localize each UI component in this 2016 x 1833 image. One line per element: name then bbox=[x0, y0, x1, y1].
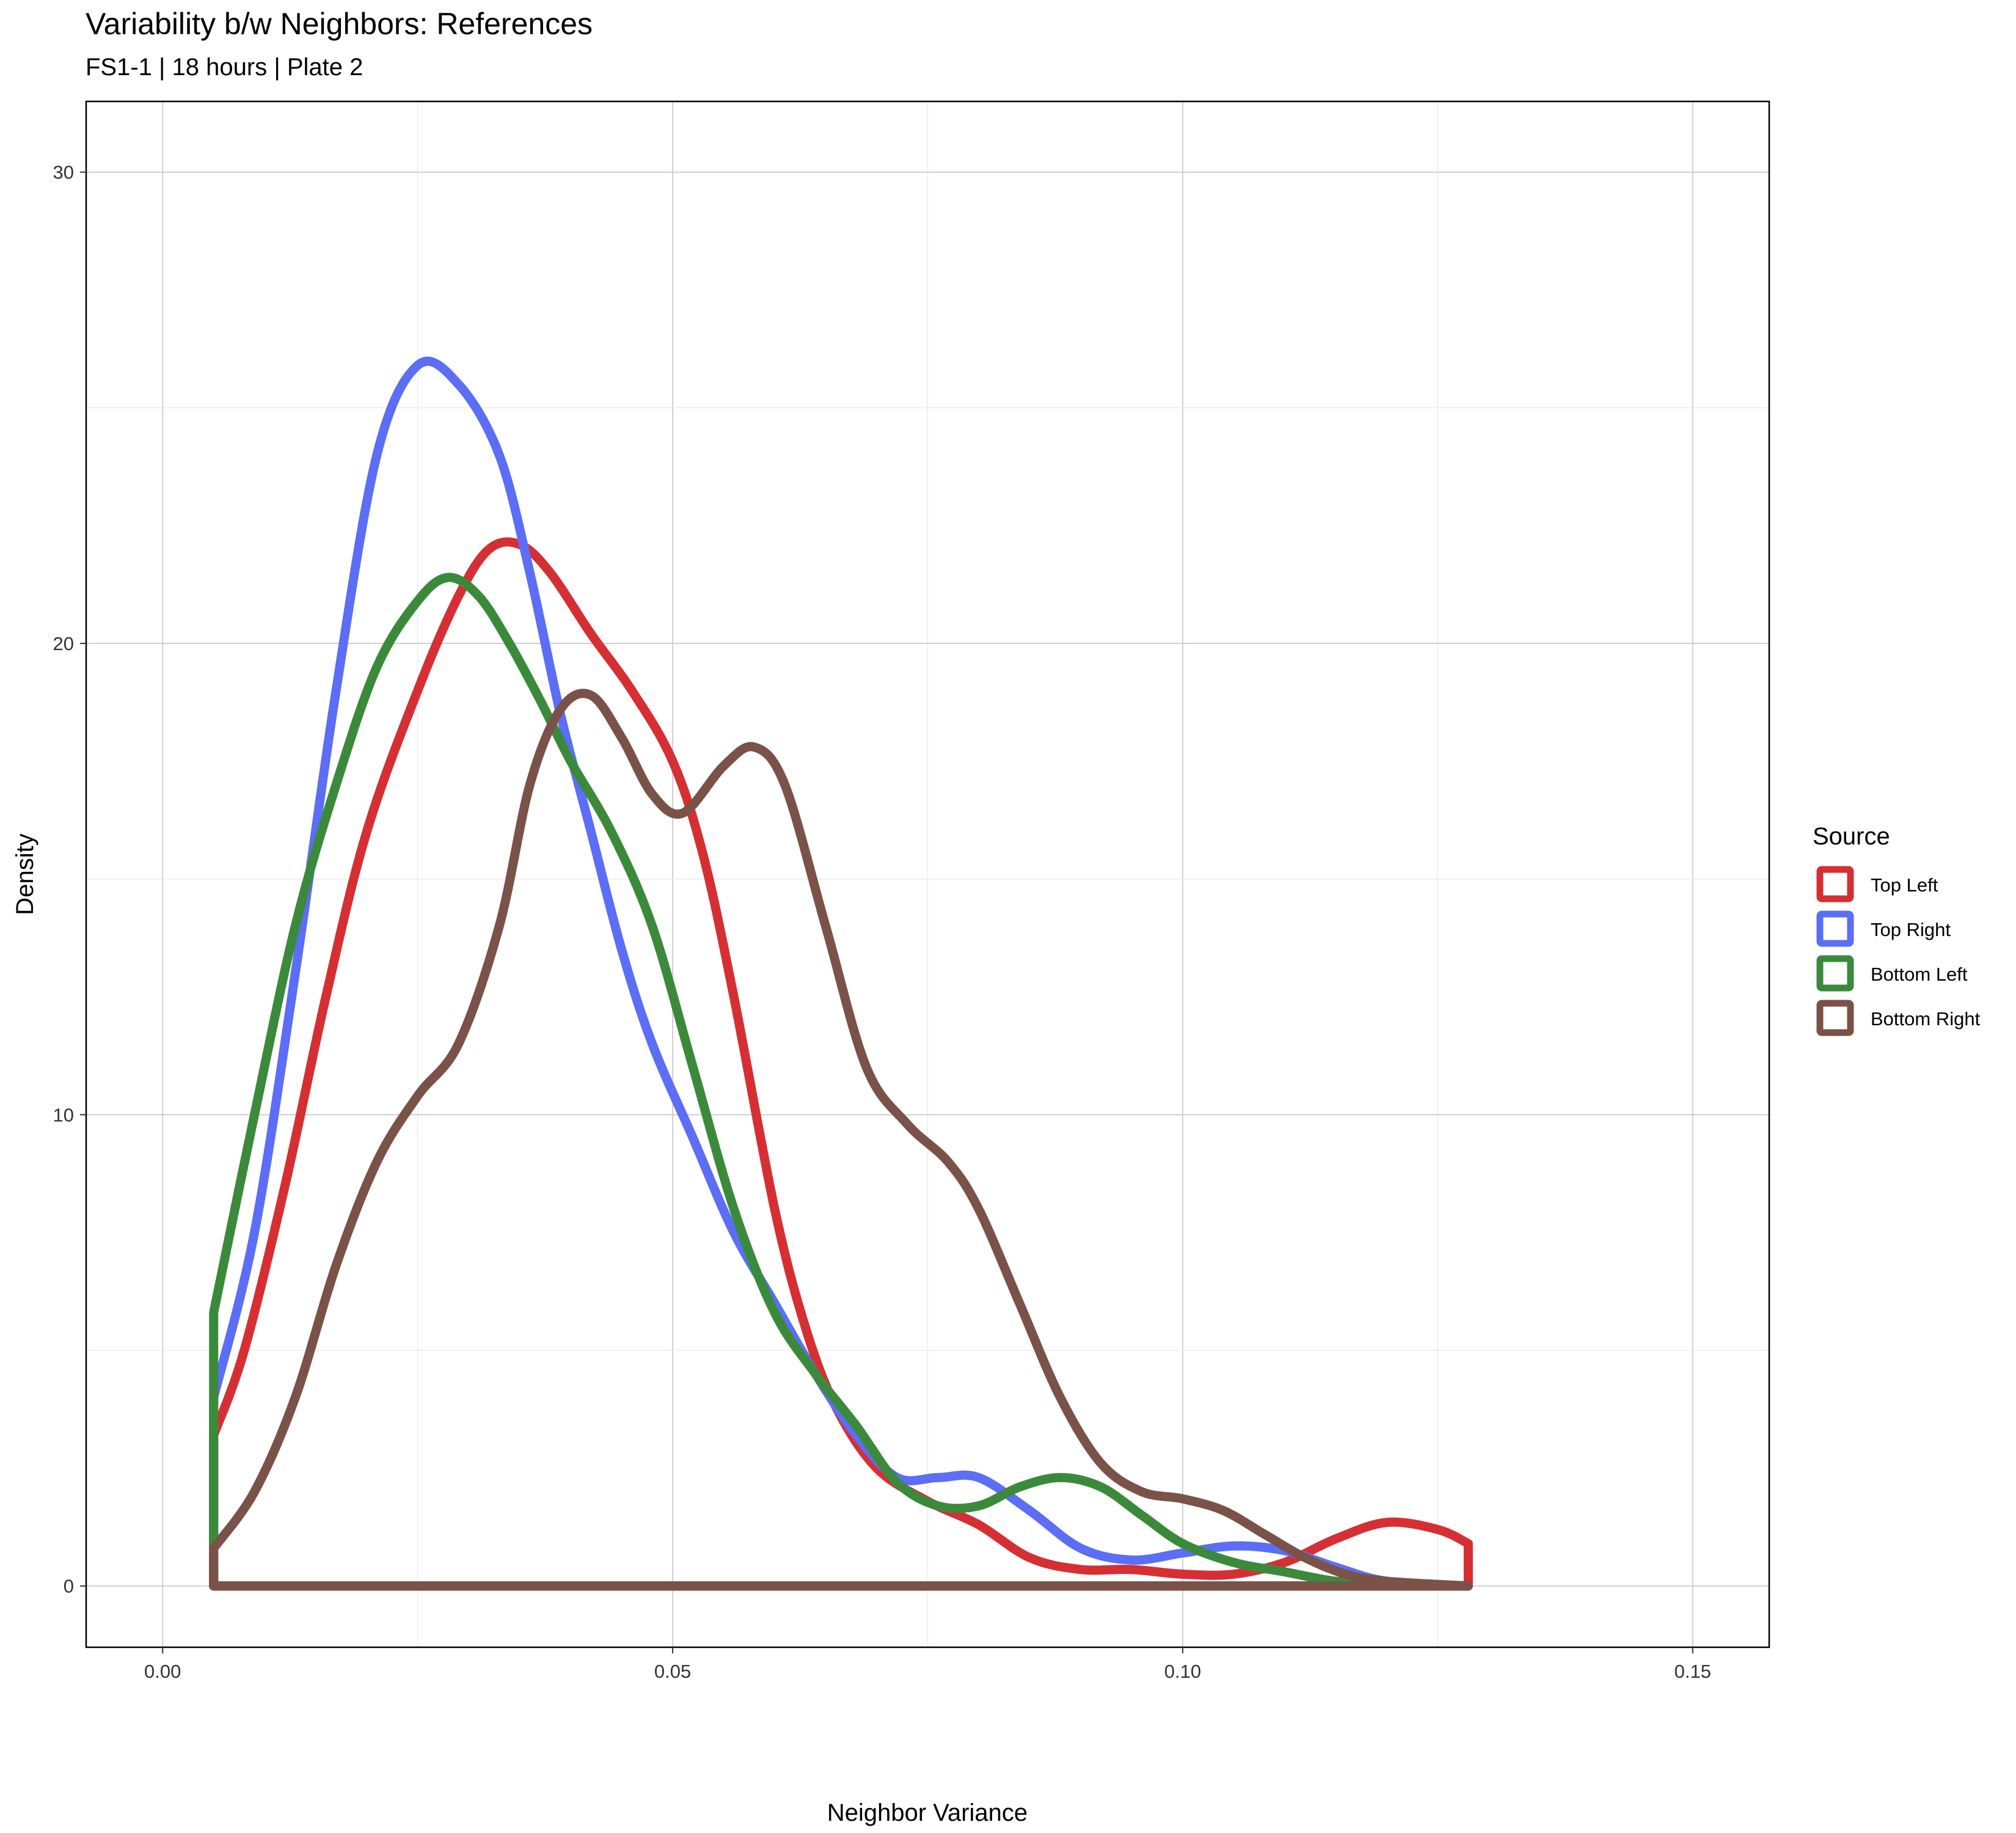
series-line-top-right bbox=[209, 356, 1473, 1591]
legend-label-top-left: Top Left bbox=[1871, 874, 1938, 896]
y-tick-label: 30 bbox=[53, 162, 74, 183]
legend-label-bottom-right: Bottom Right bbox=[1871, 1008, 1981, 1030]
legend-label-top-right: Top Right bbox=[1871, 919, 1951, 940]
y-tick-label: 0 bbox=[64, 1576, 74, 1597]
x-tick-label: 0.15 bbox=[1675, 1661, 1711, 1682]
x-tick-label: 0.05 bbox=[654, 1661, 691, 1682]
legend-label-bottom-left: Bottom Left bbox=[1871, 964, 1968, 985]
x-axis-title: Neighbor Variance bbox=[827, 1799, 1028, 1826]
legend-title: Source bbox=[1813, 823, 1890, 850]
y-tick-label: 20 bbox=[53, 633, 74, 654]
legend-key-top-right bbox=[1816, 910, 1854, 947]
y-tick-label: 10 bbox=[53, 1104, 74, 1125]
series-line-bottom-right bbox=[209, 689, 1473, 1591]
series-lines bbox=[209, 356, 1473, 1591]
legend-key-bottom-right bbox=[1816, 1000, 1854, 1036]
series-line-top-left bbox=[209, 537, 1473, 1591]
plot-border bbox=[85, 100, 1770, 1648]
x-tick-label: 0.10 bbox=[1164, 1661, 1201, 1682]
series-line-bottom-left bbox=[209, 573, 1473, 1591]
chart-subtitle: FS1-1 | 18 hours | Plate 2 bbox=[86, 54, 363, 81]
axes: 0.00 0.05 0.10 0.15 0 10 20 30 bbox=[53, 162, 1711, 1682]
y-axis-title: Density bbox=[12, 833, 38, 915]
legend: Source Top Left Top Right Bottom Left Botto… bbox=[1813, 823, 1981, 1036]
chart-title: Variability b/w Neighbors: References bbox=[86, 7, 593, 41]
legend-key-top-left bbox=[1816, 866, 1854, 902]
x-tick-label: 0.00 bbox=[144, 1661, 181, 1682]
legend-key-bottom-left bbox=[1816, 955, 1854, 992]
